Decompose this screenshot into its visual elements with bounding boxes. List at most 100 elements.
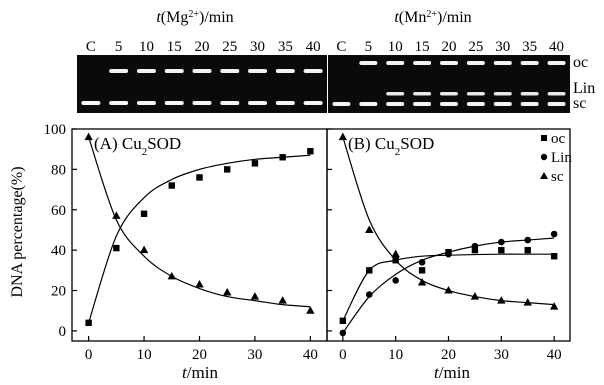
gel-bands <box>81 61 566 106</box>
gel-band-sc <box>332 102 351 106</box>
gel-band-oc <box>164 69 184 73</box>
y-axis-label: DNA percentage(%) <box>9 166 26 297</box>
gel-a-lane-label: C <box>86 39 96 55</box>
data-point-triangle <box>195 279 204 288</box>
gel-band-oc <box>386 61 405 65</box>
gel-band-sc <box>192 101 212 105</box>
gel-band-oc <box>275 69 295 73</box>
data-point-square <box>279 154 286 161</box>
data-point-circle <box>550 230 558 238</box>
gel-band-lin <box>413 92 432 96</box>
data-point-circle <box>445 250 452 258</box>
gel-band-sc <box>81 101 101 105</box>
band-label-oc: oc <box>573 54 588 71</box>
legend-oc-label: oc <box>551 131 566 147</box>
legend-sc-label: sc <box>551 169 564 185</box>
x-tick-label: 10 <box>137 347 152 363</box>
data-point-triangle <box>306 306 315 314</box>
data-point-triangle <box>278 296 287 304</box>
x-tick-label: 20 <box>192 347 207 363</box>
x-tick-label: 40 <box>303 347 318 363</box>
gel-band-oc <box>466 61 485 65</box>
data-point-circle <box>471 242 479 250</box>
gel-band-oc <box>493 61 512 65</box>
gel-a-lane-label: 40 <box>306 39 321 55</box>
data-point-square <box>392 257 399 264</box>
gel-band-oc <box>303 69 323 73</box>
data-point-square <box>524 246 531 254</box>
data-point-square <box>418 267 426 274</box>
gel-band-sc <box>359 102 378 106</box>
data-point-square <box>498 246 505 254</box>
panel-b-frame <box>326 128 571 342</box>
gel-b-lane-label: 30 <box>495 39 510 55</box>
y-tick-label: 40 <box>51 243 66 259</box>
panel-a-x-axis-label: t/min <box>182 363 218 382</box>
gel-band-oc <box>440 61 458 65</box>
data-point-triangle <box>112 211 121 219</box>
gel-a-lane-label: 35 <box>278 39 293 55</box>
data-point-circle <box>524 236 532 244</box>
y-tick-label: 80 <box>51 162 66 178</box>
data-point-square <box>168 182 175 189</box>
gel-band-sc <box>386 102 405 106</box>
gel-band-lin <box>466 92 485 96</box>
data-point-triangle <box>223 288 232 296</box>
gel-b-lane-label: 15 <box>415 39 430 55</box>
fit-curve-square <box>88 154 311 324</box>
gel-band-lin <box>520 92 539 96</box>
gel-band-sc <box>493 102 512 106</box>
legend-sc-marker <box>540 172 548 179</box>
gel-band-oc <box>220 69 240 73</box>
band-label-lin: Lin <box>573 80 595 97</box>
data-point-square <box>339 317 347 325</box>
fit-curve-triangle <box>342 136 555 306</box>
x-tick-label: 20 <box>441 347 456 363</box>
gel-band-lin <box>440 92 458 96</box>
panel-a-title: (A) Cu2SOD <box>94 134 181 158</box>
data-point-square <box>366 267 373 274</box>
data-point-square <box>307 148 314 155</box>
gel-band-oc <box>136 69 156 73</box>
data-point-triangle <box>365 225 374 233</box>
gel-band-sc <box>466 102 485 106</box>
gel-band-sc <box>220 101 240 105</box>
gel-b-lane-label: 25 <box>468 39 483 55</box>
gel-band-sc <box>413 102 432 106</box>
x-tick-label: 10 <box>388 347 403 363</box>
panel-b-title: (B) Cu2SOD <box>348 134 434 158</box>
data-point-circle <box>365 291 373 298</box>
gel-b-lane-label: 40 <box>549 39 564 55</box>
gel-a-lane-label: 25 <box>222 39 237 55</box>
legend-lin-marker <box>540 153 548 161</box>
gel-band-sc <box>248 101 268 105</box>
legend: oc Lin sc <box>540 131 572 185</box>
gel-a-lane-label: 15 <box>167 39 182 55</box>
y-tick-label: 0 <box>59 324 67 340</box>
legend-oc-marker <box>541 135 547 141</box>
data-point-square <box>550 253 558 260</box>
data-point-circle <box>418 258 426 266</box>
panel-a-frame <box>71 128 328 342</box>
x-tick-label: 0 <box>339 347 347 363</box>
gel-lane-labels: C 5 10 15 20 25 30 35 40 C 5 10 15 20 25 30 35 40 <box>86 39 564 55</box>
gel-band-sc <box>275 101 295 105</box>
data-point-triangle <box>250 292 260 300</box>
gel-band-sc <box>109 101 129 105</box>
data-point-triangle <box>497 296 506 304</box>
gel-a-lane-label: 30 <box>250 39 265 55</box>
fit-curve-triangle <box>88 136 311 308</box>
data-point-circle <box>339 329 347 337</box>
gel-band-oc <box>109 69 129 73</box>
gel-b-lane-label: 20 <box>442 39 457 55</box>
gel-band-sc <box>136 101 156 105</box>
gel-b-lane-label: 35 <box>522 39 537 55</box>
gel-a-lane-label: 5 <box>115 39 123 55</box>
gel-band-sc <box>547 102 566 106</box>
gel-b-lane-label: 5 <box>365 39 373 55</box>
x-tick-label: 0 <box>85 347 93 363</box>
x-tick-label: 40 <box>547 347 562 363</box>
data-point-triangle <box>338 132 348 141</box>
data-point-square <box>85 319 92 327</box>
